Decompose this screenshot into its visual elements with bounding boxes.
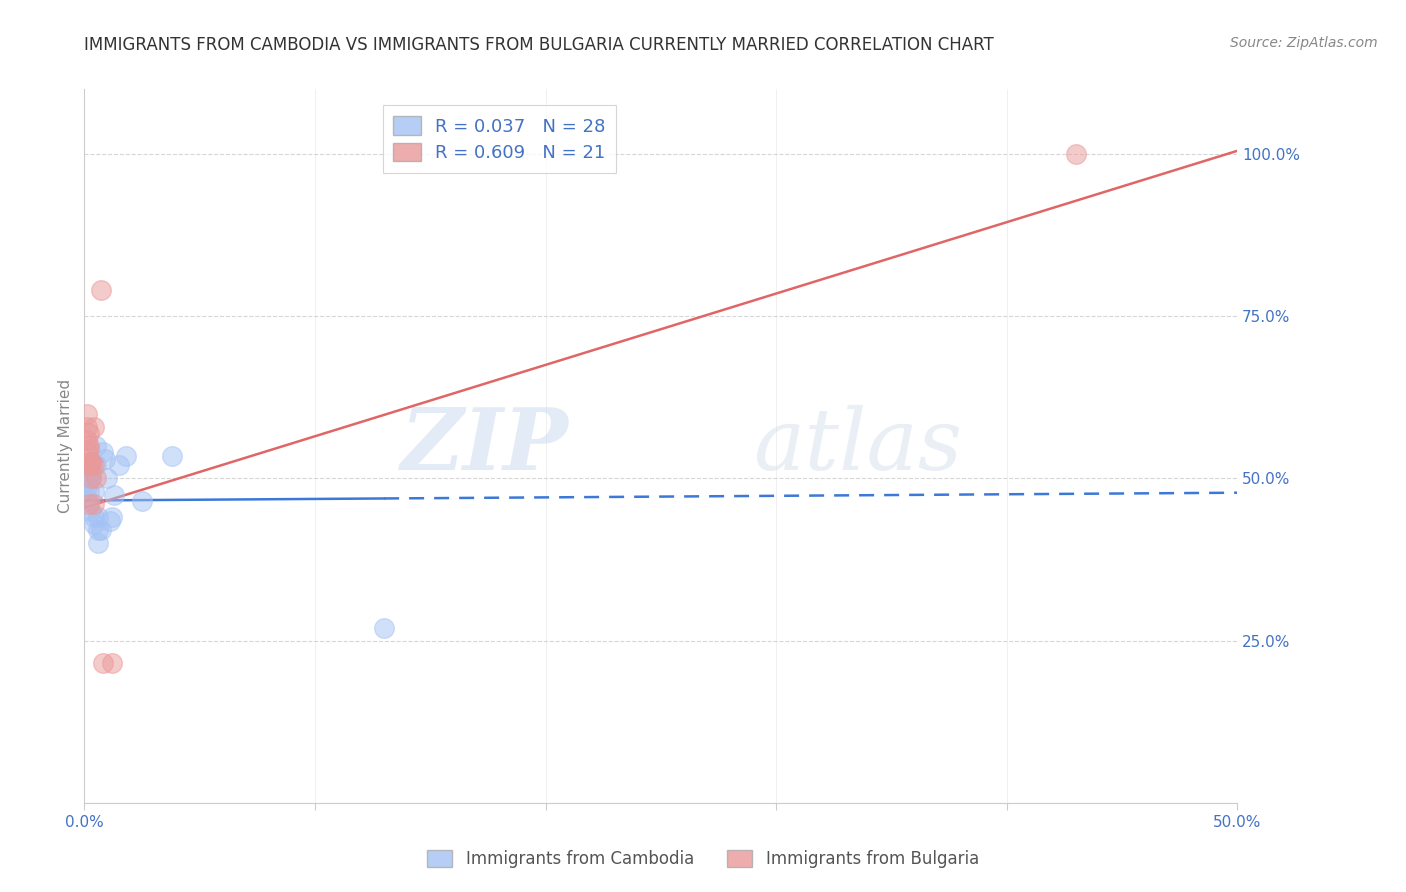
Point <box>98 514 121 528</box>
Point <box>80 465 103 479</box>
Point <box>77 484 100 499</box>
Point <box>84 439 107 453</box>
Point <box>83 516 105 531</box>
Text: Source: ZipAtlas.com: Source: ZipAtlas.com <box>1230 36 1378 50</box>
Point <box>131 494 153 508</box>
Point <box>77 497 100 511</box>
Point <box>76 458 98 473</box>
Point <box>77 494 100 508</box>
Point <box>77 471 100 485</box>
Point <box>80 455 103 469</box>
Point <box>115 449 138 463</box>
Point <box>76 480 98 494</box>
Point <box>80 458 103 473</box>
Point <box>80 471 103 485</box>
Point <box>108 458 131 473</box>
Point <box>87 510 110 524</box>
Point <box>96 471 118 485</box>
Y-axis label: Currently Married: Currently Married <box>58 379 73 513</box>
Legend: R = 0.037   N = 28, R = 0.609   N = 21: R = 0.037 N = 28, R = 0.609 N = 21 <box>382 105 616 173</box>
Point <box>77 439 100 453</box>
Point <box>80 455 103 469</box>
Point <box>76 475 98 489</box>
Point <box>83 497 105 511</box>
Point <box>87 524 110 538</box>
Point <box>80 504 103 518</box>
Point <box>77 425 100 440</box>
Point <box>160 449 183 463</box>
Point <box>84 458 107 473</box>
Point <box>83 419 105 434</box>
Point <box>83 510 105 524</box>
Legend: Immigrants from Cambodia, Immigrants from Bulgaria: Immigrants from Cambodia, Immigrants fro… <box>420 843 986 875</box>
Point <box>80 471 103 485</box>
Point <box>77 442 100 457</box>
Point <box>89 283 111 297</box>
Point <box>101 657 124 671</box>
Point <box>89 524 111 538</box>
Point <box>94 452 117 467</box>
Point <box>373 621 395 635</box>
Point <box>87 536 110 550</box>
Text: atlas: atlas <box>754 405 962 487</box>
Point <box>91 445 114 459</box>
Point <box>76 407 98 421</box>
Point <box>103 488 125 502</box>
Point <box>101 510 124 524</box>
Point <box>1064 147 1087 161</box>
Text: IMMIGRANTS FROM CAMBODIA VS IMMIGRANTS FROM BULGARIA CURRENTLY MARRIED CORRELATI: IMMIGRANTS FROM CAMBODIA VS IMMIGRANTS F… <box>84 36 994 54</box>
Point <box>91 657 114 671</box>
Point <box>84 471 107 485</box>
Point <box>76 445 98 459</box>
Point <box>83 484 105 499</box>
Point <box>83 458 105 473</box>
Text: ZIP: ZIP <box>401 404 568 488</box>
Point <box>76 419 98 434</box>
Point <box>76 433 98 447</box>
